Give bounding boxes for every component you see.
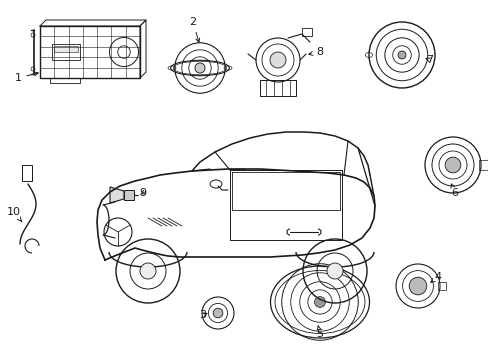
Bar: [40, 26, 140, 78]
Circle shape: [213, 308, 223, 318]
Text: 6: 6: [450, 184, 458, 198]
Circle shape: [195, 63, 204, 73]
Circle shape: [408, 277, 426, 295]
Circle shape: [314, 297, 325, 307]
Text: 4: 4: [430, 272, 441, 282]
Circle shape: [326, 263, 342, 279]
Bar: [260, 80, 295, 96]
Bar: [50, 78, 80, 83]
Text: 7: 7: [425, 55, 433, 65]
Text: 2: 2: [189, 17, 199, 42]
Text: 10: 10: [7, 207, 22, 222]
Polygon shape: [110, 187, 124, 203]
Circle shape: [444, 157, 460, 173]
Bar: [437, 282, 445, 290]
Circle shape: [397, 51, 405, 59]
Bar: [54, 46, 78, 52]
Text: 9: 9: [139, 188, 146, 198]
Bar: [302, 28, 311, 36]
Circle shape: [269, 52, 285, 68]
Bar: [478, 160, 488, 170]
Text: 5: 5: [316, 326, 323, 339]
Bar: [22, 165, 32, 181]
Text: 3: 3: [199, 310, 206, 320]
Circle shape: [140, 263, 156, 279]
Bar: [52, 44, 80, 60]
Text: 8: 8: [308, 47, 323, 57]
Text: 1: 1: [15, 72, 38, 83]
Bar: [124, 190, 134, 200]
